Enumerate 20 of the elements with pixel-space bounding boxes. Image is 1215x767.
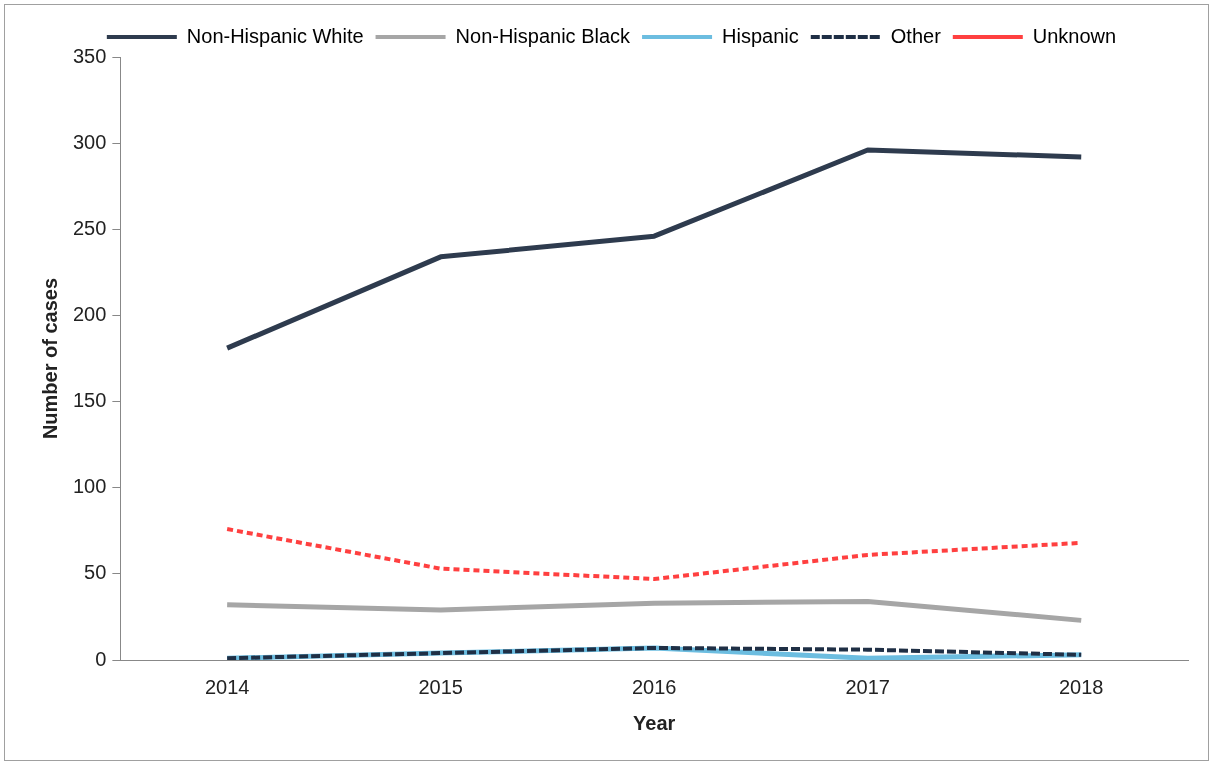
y-tick-label: 50 bbox=[84, 561, 107, 584]
y-tick-label: 0 bbox=[95, 647, 107, 670]
x-tick-label: 2018 bbox=[1058, 675, 1104, 698]
legend-label: Other bbox=[890, 24, 942, 47]
legend-label: Non-Hispanic White bbox=[186, 24, 364, 47]
y-tick-label: 200 bbox=[72, 302, 107, 325]
x-axis-title: Year bbox=[633, 711, 676, 734]
x-tick-label: 2014 bbox=[204, 675, 250, 698]
legend-label: Unknown bbox=[1032, 24, 1117, 47]
x-tick-label: 2016 bbox=[631, 675, 677, 698]
legend-label: Hispanic bbox=[722, 24, 799, 47]
legend-label: Non-Hispanic Black bbox=[455, 24, 632, 47]
y-tick-label: 300 bbox=[72, 130, 107, 153]
y-tick-label: 100 bbox=[72, 475, 107, 498]
y-tick-label: 250 bbox=[72, 216, 107, 239]
x-tick-label: 2017 bbox=[845, 675, 890, 698]
y-tick-label: 150 bbox=[72, 389, 107, 412]
y-axis-title: Number of cases bbox=[38, 277, 61, 440]
x-tick-label: 2015 bbox=[418, 675, 463, 698]
y-tick-label: 350 bbox=[72, 44, 107, 67]
